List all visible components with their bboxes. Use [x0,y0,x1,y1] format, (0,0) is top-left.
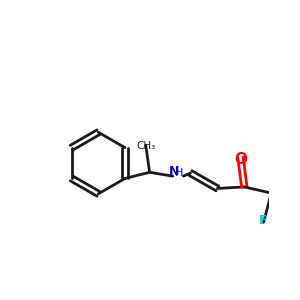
Text: F: F [299,208,300,221]
Text: F: F [259,214,268,227]
Text: N: N [169,165,179,178]
Text: CH₃: CH₃ [136,141,155,151]
Text: O: O [234,152,247,166]
Text: H: H [175,168,183,178]
